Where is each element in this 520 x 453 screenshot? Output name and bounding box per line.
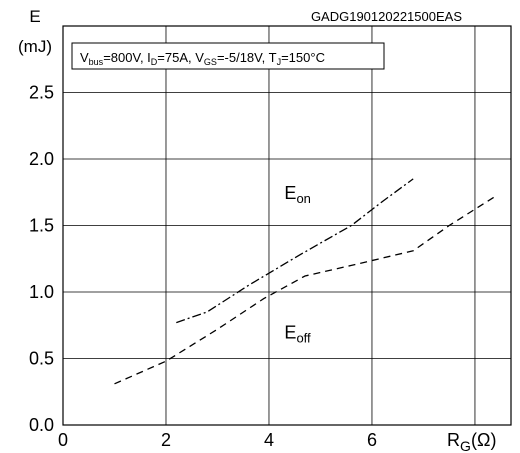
figure-code: GADG190120221500EAS — [311, 9, 462, 24]
x-tick-label-1: 2 — [161, 430, 171, 450]
condition-0-subscript: bus — [89, 57, 104, 67]
x-axis-label-main: R — [447, 430, 460, 450]
condition-1-value: =75A, — [157, 50, 195, 65]
x-axis-label-sub: G — [460, 438, 471, 453]
condition-0-symbol: V — [80, 50, 89, 65]
y-tick-label-1: 0.5 — [29, 349, 54, 369]
condition-1-symbol: I — [147, 50, 151, 65]
conditions-box — [71, 42, 385, 70]
condition-1-subscript: D — [151, 57, 158, 67]
series-label-off-subscript: off — [296, 331, 311, 346]
condition-2-subscript: GS — [204, 57, 217, 67]
condition-3-symbol: T — [269, 50, 277, 65]
condition-0-value: =800V, — [103, 50, 147, 65]
series-label-off: Eoff — [284, 323, 311, 346]
y-tick-label-3: 1.5 — [29, 216, 54, 236]
plot-frame — [62, 25, 512, 426]
x-axis-label: R G (Ω) — [447, 430, 496, 453]
conditions-text: Vbus=800V, ID=75A, VGS=-5/18V, TJ=150°C — [80, 50, 325, 67]
condition-2-value: =-5/18V, — [217, 50, 269, 65]
y-tick-label-5: 2.5 — [29, 83, 54, 103]
axis-ticks: 0 2 4 6 0.0 0.5 1.0 1.5 2.0 2.5 — [29, 83, 377, 451]
series-label-on: Eon — [284, 183, 310, 206]
series-line-e-off — [114, 195, 496, 385]
x-tick-label-2: 4 — [264, 430, 274, 450]
grid-lines — [63, 26, 511, 425]
series-label-on-subscript: on — [296, 191, 310, 206]
x-axis-label-unit: (Ω) — [471, 430, 496, 450]
x-tick-label-0: 0 — [58, 430, 68, 450]
series-label-on-main: E — [284, 183, 296, 203]
condition-3-value: =150°C — [281, 50, 325, 65]
y-tick-label-2: 1.0 — [29, 282, 54, 302]
x-tick-label-3: 6 — [367, 430, 377, 450]
y-axis-label: E — [29, 7, 40, 26]
y-tick-label-4: 2.0 — [29, 149, 54, 169]
y-axis-unit: (mJ) — [18, 37, 52, 56]
condition-3-subscript: J — [277, 57, 282, 67]
series-label-off-main: E — [284, 323, 296, 343]
series-line-e-on — [176, 178, 414, 324]
condition-2-symbol: V — [195, 50, 204, 65]
y-tick-label-0: 0.0 — [29, 415, 54, 435]
